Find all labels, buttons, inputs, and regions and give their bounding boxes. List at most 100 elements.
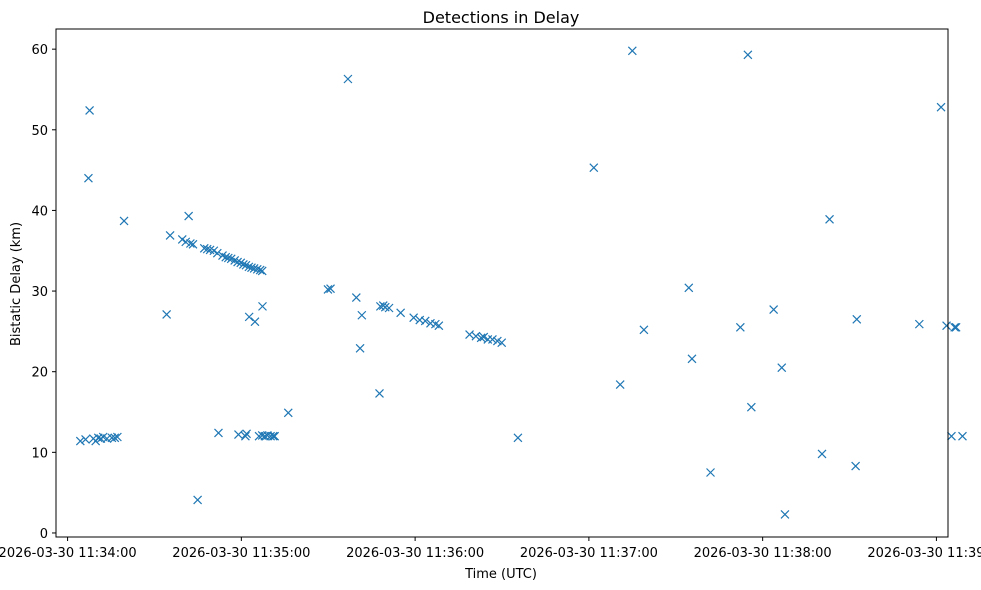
data-point <box>185 239 195 248</box>
data-point <box>769 305 779 315</box>
data-point <box>684 283 694 293</box>
data-point <box>950 322 960 332</box>
data-point <box>193 495 203 505</box>
y-tick-label: 40 <box>31 204 48 219</box>
data-point <box>202 244 212 254</box>
y-tick-label: 20 <box>31 366 48 381</box>
data-point <box>479 332 489 342</box>
data-point <box>199 243 209 253</box>
data-point <box>242 429 251 439</box>
data-point <box>244 312 254 322</box>
data-point <box>746 402 756 412</box>
x-tick-label: 2026-03-30 11:39:00 <box>867 546 981 561</box>
data-point <box>615 380 625 390</box>
y-tick-label: 0 <box>40 527 48 542</box>
data-point <box>817 449 827 459</box>
data-point <box>119 216 129 226</box>
data-point <box>240 431 250 441</box>
data-point <box>181 237 191 247</box>
data-point <box>471 331 481 341</box>
x-tick-label: 2026-03-30 11:36:00 <box>346 546 484 561</box>
x-tick-label: 2026-03-30 11:34:00 <box>0 546 137 561</box>
data-point <box>165 231 175 240</box>
data-point <box>110 433 120 443</box>
data-point <box>249 264 259 273</box>
data-point <box>589 163 599 173</box>
data-point <box>497 338 507 348</box>
data-point <box>283 408 293 418</box>
plot-area <box>55 28 949 538</box>
data-point <box>627 46 637 56</box>
data-point <box>343 74 353 84</box>
data-point <box>236 258 246 268</box>
y-tick-label: 30 <box>31 285 48 300</box>
data-point <box>687 354 697 364</box>
data-point <box>936 102 946 112</box>
data-point <box>706 468 715 477</box>
data-point <box>188 239 198 249</box>
data-point <box>434 321 444 331</box>
x-tick-label: 2026-03-30 11:37:00 <box>520 546 658 561</box>
y-axis: 0 10 20 30 40 50 60 <box>31 43 56 542</box>
x-axis-label: Time (UTC) <box>464 567 537 582</box>
data-point <box>234 430 243 440</box>
data-point <box>735 322 745 332</box>
data-point <box>323 285 333 294</box>
data-point <box>268 431 278 441</box>
data-point <box>270 431 280 441</box>
y-tick-label: 10 <box>31 446 48 461</box>
data-point <box>258 301 267 311</box>
chart-title: Detections in Delay <box>423 8 580 27</box>
data-point <box>851 461 861 471</box>
y-tick-label: 60 <box>31 43 48 58</box>
x-axis: 2026-03-30 11:34:00 2026-03-30 11:35:00 20… <box>0 537 981 561</box>
data-point <box>409 313 419 323</box>
data-point <box>777 363 787 373</box>
data-point <box>247 263 256 273</box>
y-axis-label: Bistatic Delay (km) <box>9 222 24 346</box>
data-point <box>947 431 956 441</box>
data-point <box>233 257 243 267</box>
data-point <box>396 308 406 318</box>
data-point <box>85 106 95 115</box>
data-point <box>84 173 93 183</box>
data-point <box>184 211 194 221</box>
data-point <box>351 293 361 302</box>
data-point <box>112 432 122 442</box>
data-point <box>743 50 753 60</box>
data-point <box>162 310 172 319</box>
data-markers <box>75 46 967 519</box>
data-point <box>852 314 862 324</box>
data-point <box>780 509 790 519</box>
data-point <box>942 321 951 331</box>
data-point <box>914 319 924 329</box>
x-tick-label: 2026-03-30 11:35:00 <box>172 546 310 561</box>
data-point <box>221 252 231 262</box>
data-point <box>250 317 260 327</box>
data-point <box>266 431 276 441</box>
data-point <box>223 253 233 263</box>
data-point <box>238 260 248 269</box>
data-point <box>476 333 486 343</box>
y-tick-label: 50 <box>31 124 48 139</box>
data-point <box>513 433 523 443</box>
data-point <box>958 431 967 441</box>
data-point <box>252 264 262 274</box>
data-point <box>257 266 267 276</box>
data-point <box>639 325 649 335</box>
data-point <box>244 262 254 272</box>
data-point <box>384 303 394 313</box>
data-point <box>212 248 222 258</box>
data-point <box>214 428 223 438</box>
data-point <box>488 335 497 344</box>
data-point <box>825 214 834 224</box>
data-point <box>375 389 384 398</box>
data-point <box>75 436 85 446</box>
data-point <box>951 322 961 332</box>
data-point <box>81 435 90 444</box>
data-point <box>357 310 367 320</box>
data-point <box>420 316 430 326</box>
x-tick-label: 2026-03-30 11:38:00 <box>694 546 832 561</box>
